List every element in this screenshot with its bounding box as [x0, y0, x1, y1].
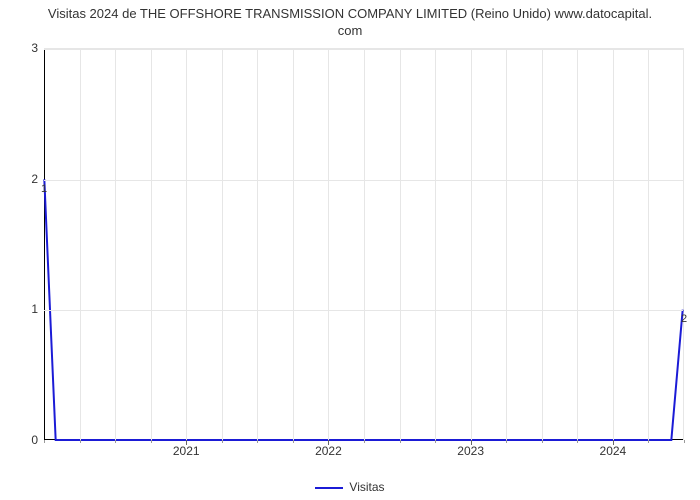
gridline-v	[542, 49, 543, 440]
x-tick-minor	[364, 440, 365, 443]
x-tick-minor	[80, 440, 81, 443]
x-tick-minor	[293, 440, 294, 443]
legend-swatch	[315, 487, 343, 489]
x-tick-minor	[577, 440, 578, 443]
point-label: 1	[41, 183, 47, 195]
x-tick-label: 2024	[600, 444, 627, 458]
gridline-v	[471, 49, 472, 440]
y-tick-label: 3	[31, 41, 38, 55]
gridline-v	[151, 49, 152, 440]
gridline-v	[257, 49, 258, 440]
point-label: 2	[681, 313, 687, 325]
gridline-v	[80, 49, 81, 440]
gridline-v	[400, 49, 401, 440]
x-tick-minor	[648, 440, 649, 443]
x-tick-minor	[542, 440, 543, 443]
chart-title-line1: Visitas 2024 de THE OFFSHORE TRANSMISSIO…	[48, 6, 652, 21]
x-tick-minor	[151, 440, 152, 443]
gridline-v	[613, 49, 614, 440]
gridline-v	[115, 49, 116, 440]
gridline-v	[506, 49, 507, 440]
x-tick-minor	[222, 440, 223, 443]
gridline-v	[648, 49, 649, 440]
plot-area	[44, 48, 684, 440]
gridline-v	[577, 49, 578, 440]
x-tick-minor	[400, 440, 401, 443]
y-tick-label: 2	[31, 172, 38, 186]
legend: Visitas	[0, 480, 700, 494]
x-tick-minor	[115, 440, 116, 443]
gridline-v	[435, 49, 436, 440]
chart-container: { "chart": { "type": "line", "title_line…	[0, 0, 700, 500]
legend-label: Visitas	[349, 480, 384, 494]
gridline-v	[186, 49, 187, 440]
x-tick-label: 2021	[173, 444, 200, 458]
chart-title-line2: com	[338, 23, 363, 38]
x-tick-label: 2023	[457, 444, 484, 458]
gridline-v	[364, 49, 365, 440]
gridline-v	[222, 49, 223, 440]
y-tick-label: 0	[31, 433, 38, 447]
gridline-v	[293, 49, 294, 440]
x-tick-minor	[684, 440, 685, 443]
x-tick-minor	[44, 440, 45, 443]
x-tick-label: 2022	[315, 444, 342, 458]
chart-title: Visitas 2024 de THE OFFSHORE TRANSMISSIO…	[0, 6, 700, 40]
x-tick-minor	[506, 440, 507, 443]
y-tick-label: 1	[31, 302, 38, 316]
gridline-v	[328, 49, 329, 440]
x-tick-minor	[257, 440, 258, 443]
x-tick-minor	[435, 440, 436, 443]
